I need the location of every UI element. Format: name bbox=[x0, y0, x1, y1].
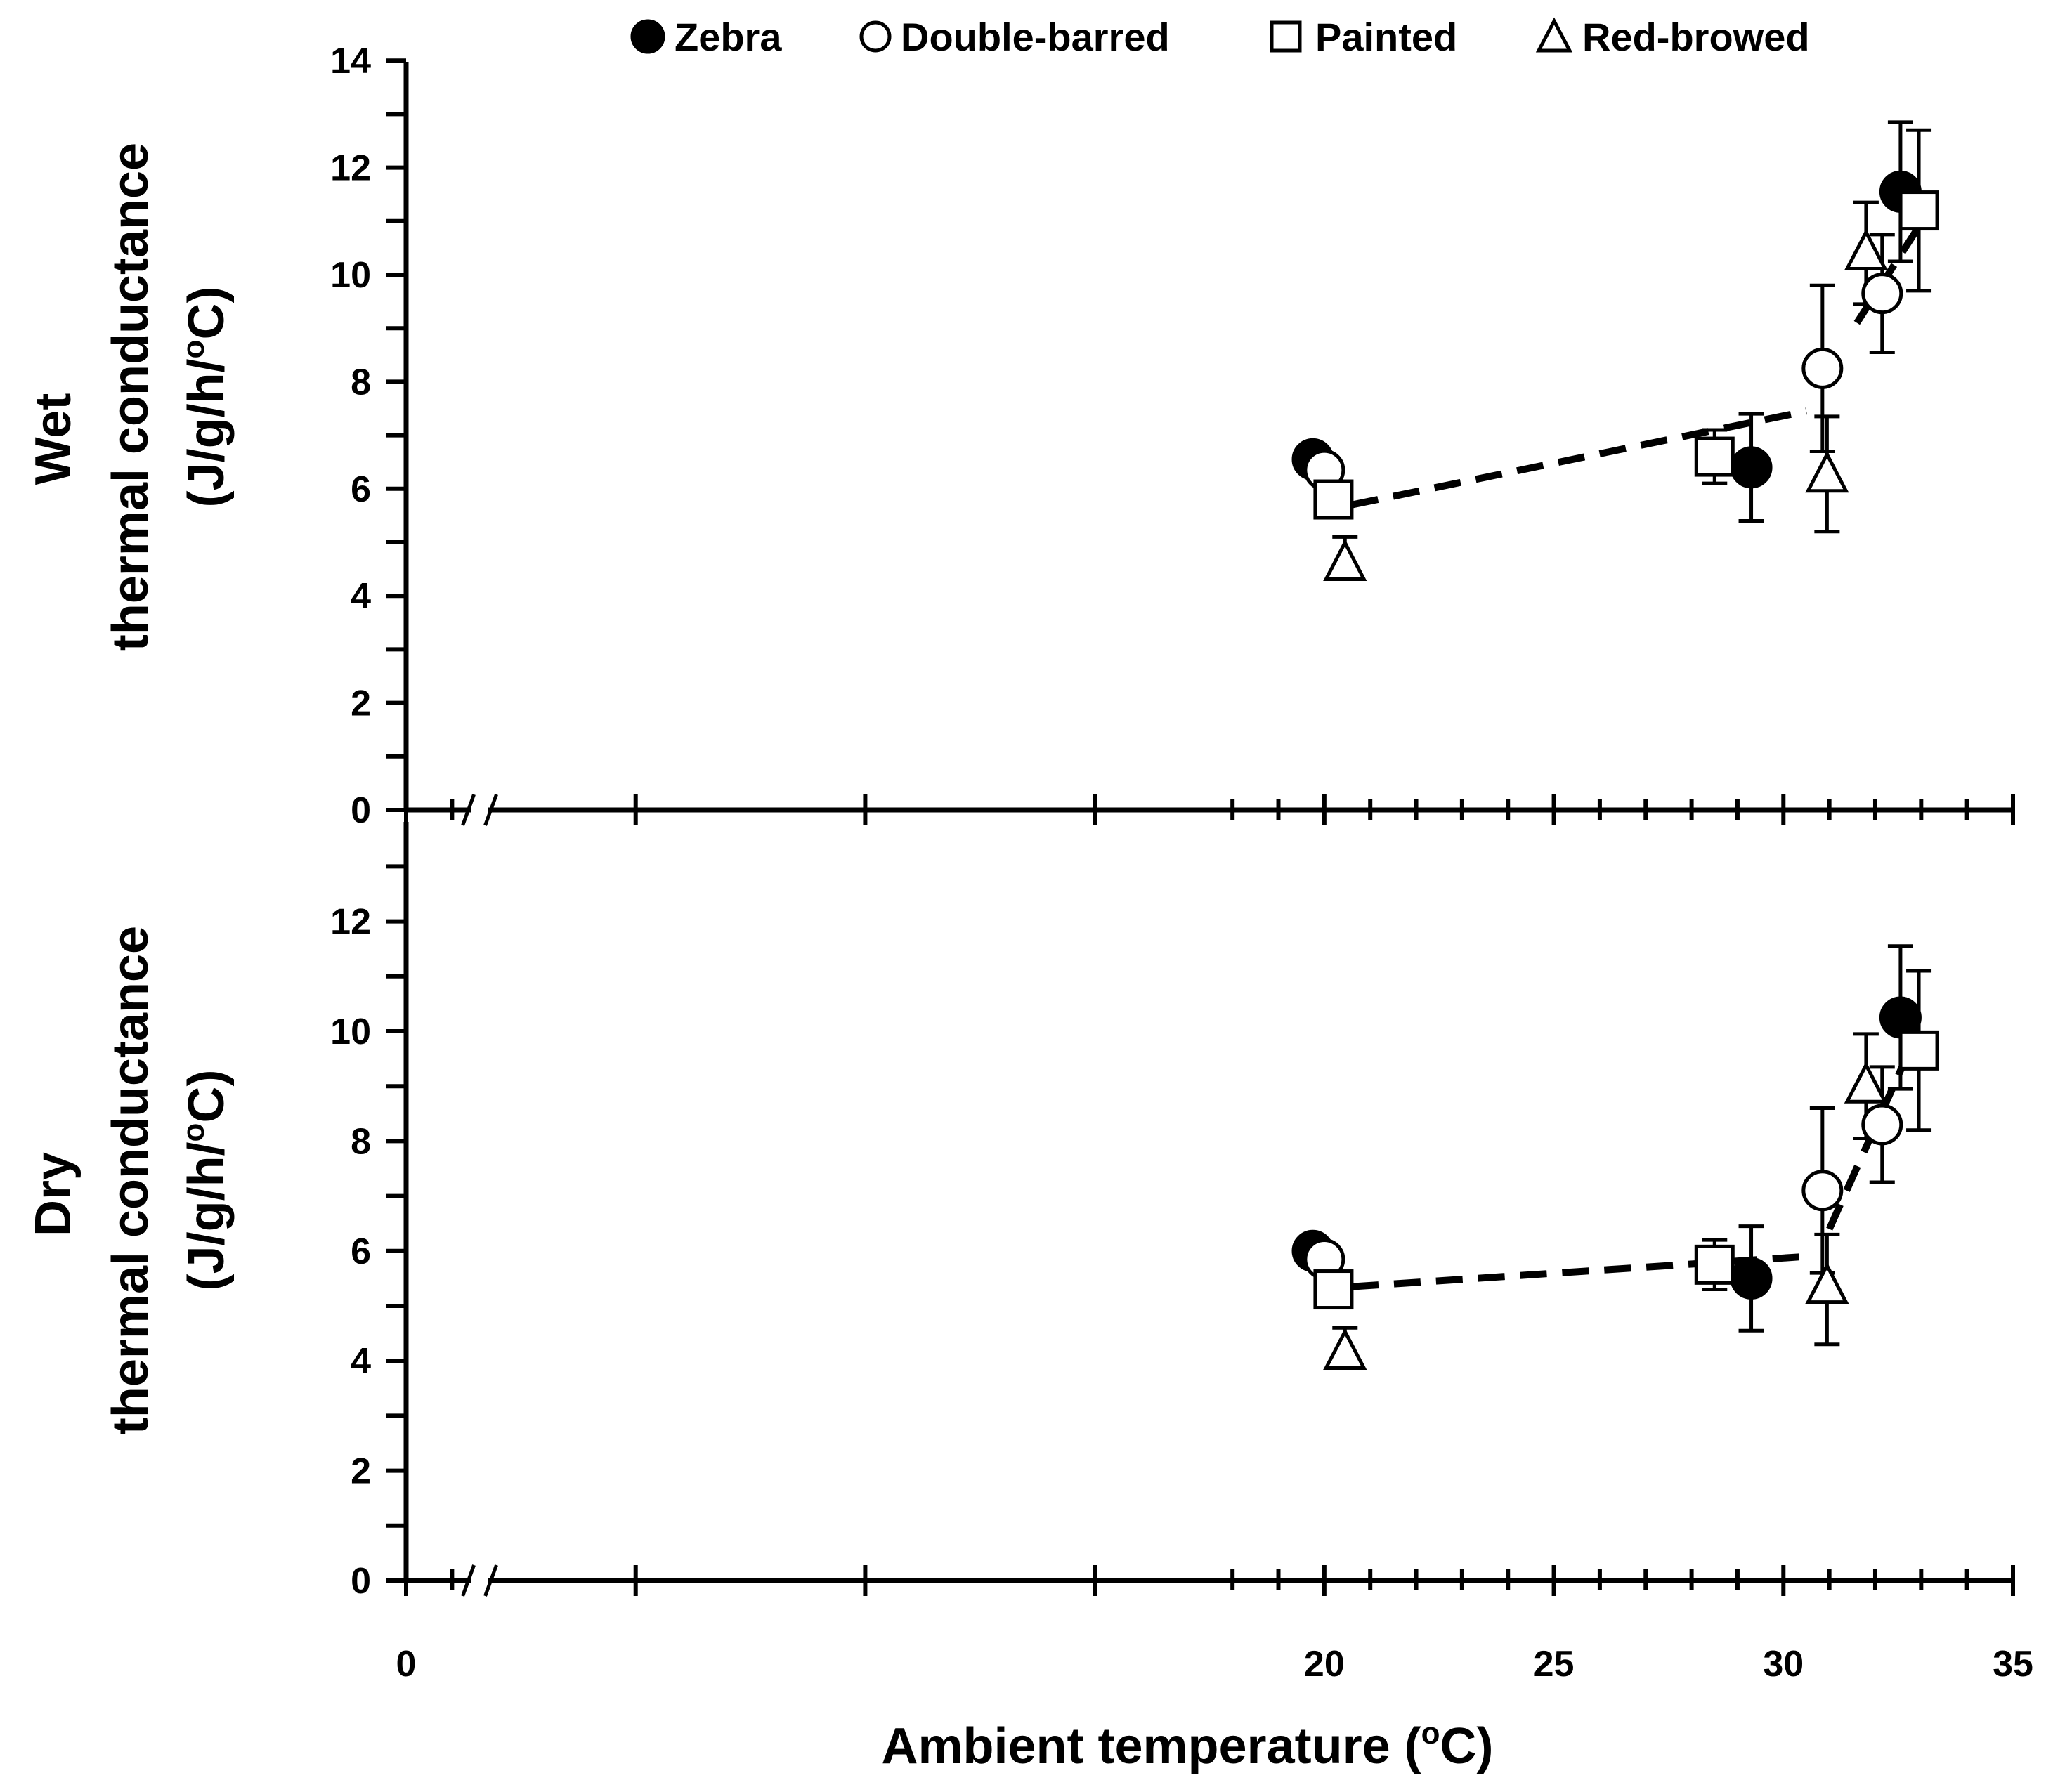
data-point-zebra bbox=[1730, 1257, 1773, 1300]
data-point-red-browed bbox=[1844, 1061, 1889, 1104]
y-tick-label: 14 bbox=[330, 41, 371, 81]
y-tick-label: 10 bbox=[330, 255, 371, 296]
x-tick-label: 20 bbox=[1304, 1644, 1345, 1685]
data-point-zebra bbox=[1730, 446, 1773, 489]
data-point-painted bbox=[1694, 436, 1735, 477]
legend-label-painted: Painted bbox=[1315, 15, 1457, 59]
data-point-red-browed bbox=[1844, 228, 1889, 271]
x-tick-label: 0 bbox=[396, 1644, 417, 1685]
x-tick-label: 35 bbox=[1993, 1644, 2033, 1685]
x-tick-label: 25 bbox=[1534, 1644, 1575, 1685]
bottom-ylabel-line1: Dry bbox=[25, 1152, 82, 1236]
top-ylabel-degree: o bbox=[176, 340, 211, 359]
bottom-ylabel-units: (J/g/h/ bbox=[178, 1142, 235, 1290]
legend-label-red-browed: Red-browed bbox=[1582, 15, 1810, 59]
data-point-double-barred bbox=[1801, 347, 1844, 389]
y-tick-label: 0 bbox=[351, 1561, 371, 1602]
top-ylabel-units: (J/g/h/ bbox=[178, 358, 235, 507]
y-tick-label: 4 bbox=[351, 576, 371, 617]
x-axis-title: Ambient temperature (oC) bbox=[881, 1716, 1493, 1774]
y-tick-label: 12 bbox=[330, 148, 371, 189]
data-point-red-browed bbox=[1805, 450, 1849, 493]
data-point-painted bbox=[1313, 1269, 1354, 1310]
data-point-painted bbox=[1898, 190, 1939, 231]
data-point-double-barred bbox=[1801, 1170, 1844, 1212]
x-axis-title-degree: o bbox=[1421, 1716, 1440, 1751]
axis-break-mark bbox=[461, 1564, 476, 1597]
fit-line bbox=[1351, 407, 1807, 509]
bottom-ylabel-line2: thermal conductance bbox=[103, 926, 159, 1434]
series-red-browed bbox=[1332, 1032, 1879, 1353]
x-axis-title-unit: C) bbox=[1440, 1718, 1494, 1774]
data-point-double-barred bbox=[1861, 1104, 1903, 1146]
top-ylabel-unit-c: C) bbox=[178, 287, 235, 340]
series-double-barred bbox=[1809, 233, 1895, 453]
axis-break-mark bbox=[483, 794, 498, 826]
legend-marker-painted bbox=[1270, 20, 1302, 53]
legend-marker-zebra bbox=[630, 19, 665, 54]
markers-double-barred bbox=[1303, 273, 1903, 491]
top-ylabel: Wet thermal conductance (J/g/h/oC) bbox=[25, 143, 235, 651]
legend-marker-red-browed bbox=[1535, 17, 1573, 53]
y-tick-label: 8 bbox=[351, 1121, 371, 1162]
x-axis-title-text: Ambient temperature ( bbox=[881, 1718, 1421, 1774]
data-point-painted bbox=[1694, 1244, 1735, 1285]
panel-bottom: 0 2 4 6 8 10 12 bbox=[330, 822, 2015, 1602]
x-tick-label: 30 bbox=[1763, 1644, 1804, 1685]
bottom-ylabel-degree: o bbox=[176, 1123, 211, 1142]
y-tick-label: 6 bbox=[351, 1231, 371, 1272]
top-ylabel-line2: thermal conductance bbox=[103, 143, 159, 651]
axis-break-mark bbox=[483, 1564, 498, 1597]
legend-label-zebra: Zebra bbox=[675, 15, 782, 59]
top-ylabel-line1: Wet bbox=[25, 393, 82, 485]
y-tick-label: 12 bbox=[330, 902, 371, 943]
legend: Zebra Double-barred Painted Red-browed bbox=[630, 15, 1810, 59]
bottom-ylabel-line3: (J/g/h/oC) bbox=[176, 1070, 235, 1291]
markers-red-browed bbox=[1323, 1061, 1889, 1370]
data-point-red-browed bbox=[1323, 1328, 1367, 1370]
data-point-red-browed bbox=[1323, 539, 1367, 581]
legend-label-double-barred: Double-barred bbox=[901, 15, 1170, 59]
y-tick-label: 8 bbox=[351, 362, 371, 403]
markers-red-browed bbox=[1323, 228, 1889, 581]
y-tick-label: 2 bbox=[351, 1451, 371, 1492]
markers-painted bbox=[1313, 190, 1939, 520]
markers-double-barred bbox=[1303, 1104, 1903, 1281]
y-tick-label: 0 bbox=[351, 790, 371, 831]
series-red-browed bbox=[1332, 200, 1879, 564]
data-point-painted bbox=[1898, 1030, 1939, 1071]
axis-break-mark bbox=[461, 794, 476, 826]
data-point-double-barred bbox=[1861, 273, 1903, 315]
bottom-ylabel: Dry thermal conductance (J/g/h/oC) bbox=[25, 926, 235, 1434]
y-tick-label: 6 bbox=[351, 469, 371, 510]
top-ylabel-line3: (J/g/h/oC) bbox=[176, 287, 235, 508]
y-tick-label: 2 bbox=[351, 684, 371, 724]
data-point-red-browed bbox=[1805, 1262, 1849, 1304]
legend-marker-double-barred bbox=[859, 20, 892, 53]
y-tick-label: 4 bbox=[351, 1341, 371, 1382]
markers-painted bbox=[1313, 1030, 1939, 1310]
data-point-painted bbox=[1313, 479, 1354, 520]
bottom-ylabel-unit-c: C) bbox=[178, 1070, 235, 1123]
panel-top: 0 2 4 6 8 10 12 14 bbox=[330, 41, 2015, 831]
plot-layer: 0 2 4 6 8 10 12 14 0 2 4 6 8 10 12 0 20 25 30 35 bbox=[330, 41, 2033, 1685]
y-tick-label: 10 bbox=[330, 1012, 371, 1052]
